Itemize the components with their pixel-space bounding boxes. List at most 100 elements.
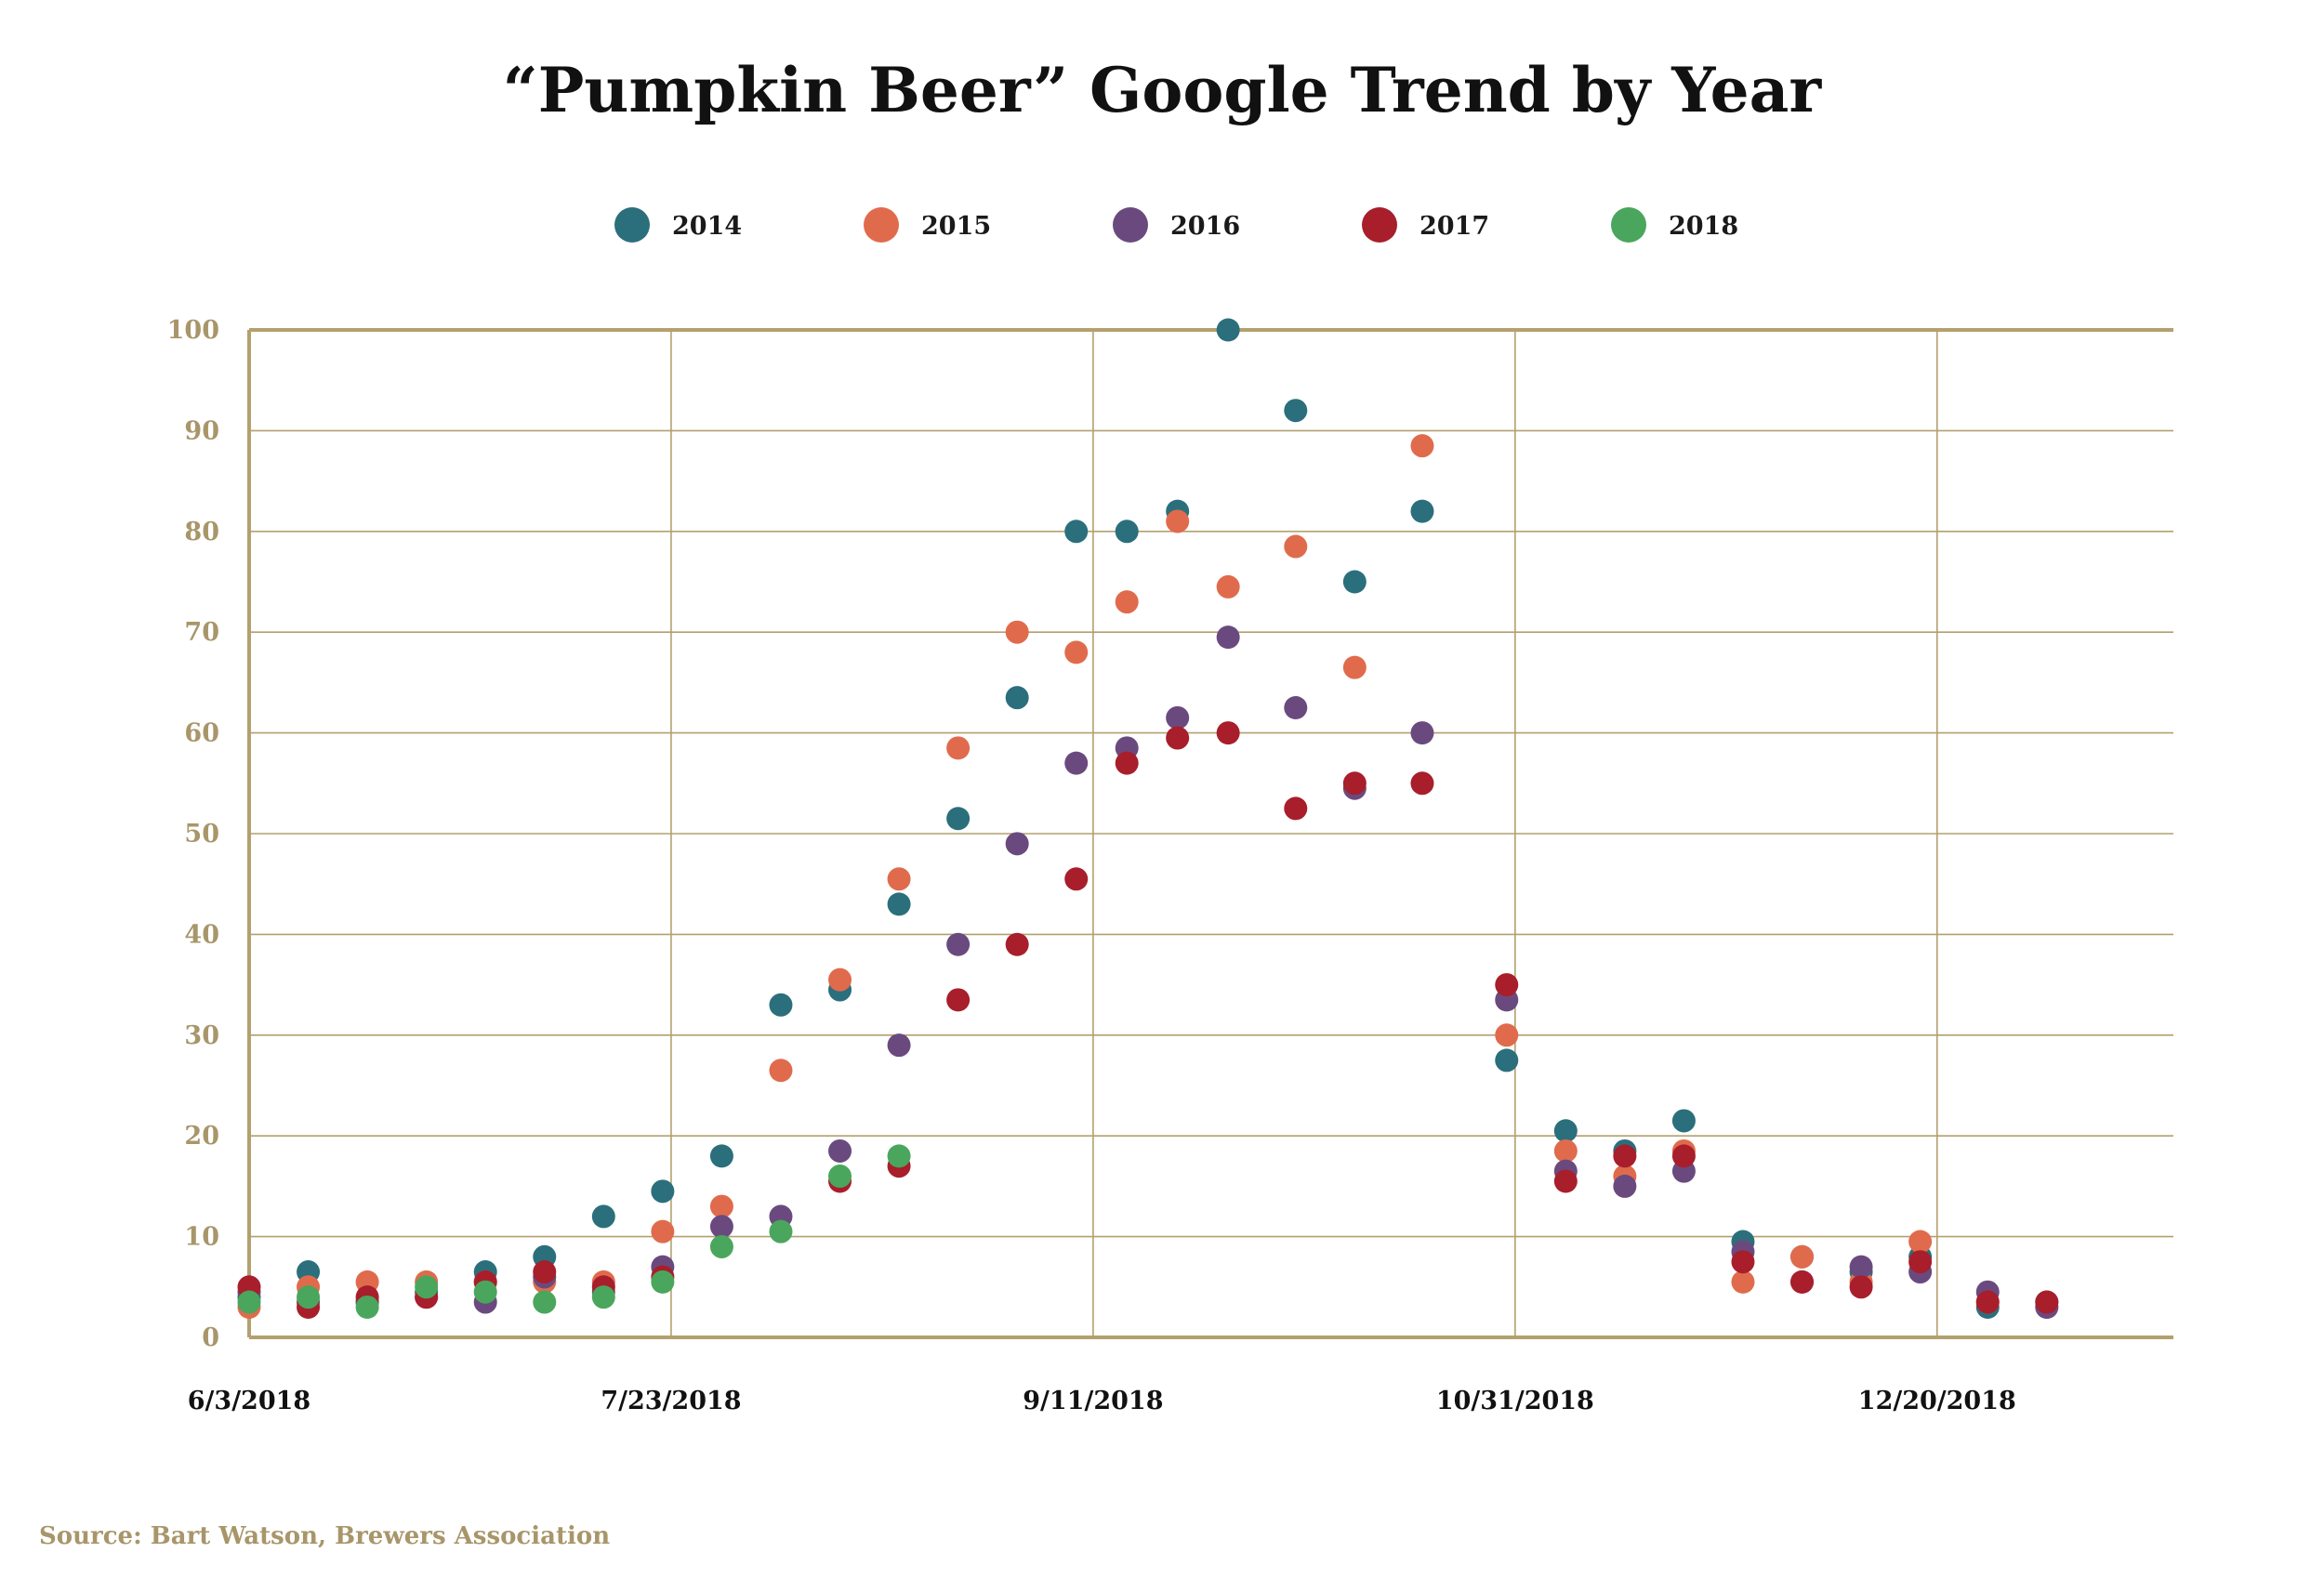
point-2015 <box>1790 1244 1815 1269</box>
point-2017 <box>946 988 971 1012</box>
point-2014 <box>1342 570 1367 594</box>
point-2016 <box>1216 625 1240 650</box>
legend-label-2017: 2017 <box>1419 212 1489 241</box>
point-2015 <box>1553 1138 1578 1163</box>
point-2017 <box>1671 1144 1696 1168</box>
y-tick-label: 40 <box>184 920 219 949</box>
grid <box>249 330 2173 1337</box>
point-2016 <box>1849 1255 1873 1279</box>
point-2017 <box>1005 932 1029 956</box>
point-2017 <box>1790 1270 1815 1294</box>
point-2018 <box>237 1290 261 1314</box>
point-2015 <box>651 1219 675 1243</box>
legend-swatch-2018 <box>1611 207 1646 243</box>
point-2014 <box>1671 1109 1696 1133</box>
legend-swatch-2017 <box>1362 207 1397 243</box>
y-tick-label: 100 <box>167 316 219 345</box>
point-2016 <box>1166 705 1190 730</box>
point-2015 <box>946 736 971 760</box>
y-tick-label: 10 <box>184 1223 219 1252</box>
x-tick-label: 10/31/2018 <box>1436 1387 1594 1415</box>
point-2017 <box>1216 721 1240 745</box>
point-2018 <box>297 1285 321 1309</box>
point-2014 <box>709 1144 733 1168</box>
point-2015 <box>1005 620 1029 644</box>
point-2016 <box>1613 1174 1637 1198</box>
point-2017 <box>1410 771 1434 796</box>
point-2014 <box>1064 520 1089 544</box>
y-tick-label: 30 <box>184 1021 219 1050</box>
point-2015 <box>1166 509 1190 533</box>
point-2016 <box>887 1033 911 1058</box>
point-2016 <box>709 1215 733 1239</box>
legend-label-2015: 2015 <box>921 212 991 241</box>
legend-swatch-2014 <box>614 207 650 243</box>
point-2017 <box>1553 1169 1578 1193</box>
point-2016 <box>1284 696 1308 719</box>
point-2016 <box>1064 751 1089 775</box>
y-tick-label: 20 <box>184 1122 219 1151</box>
point-2017 <box>1115 751 1139 775</box>
point-2017 <box>1731 1250 1755 1274</box>
point-2015 <box>1908 1230 1933 1254</box>
y-tick-label: 90 <box>184 416 219 445</box>
y-tick-label: 60 <box>184 719 219 748</box>
point-2018 <box>533 1290 557 1314</box>
point-2015 <box>828 967 852 992</box>
x-axis-ticks: 6/3/2018 7/23/2018 9/11/2018 10/31/2018 12/2… <box>188 1387 2016 1415</box>
point-2014 <box>1115 520 1139 544</box>
point-2018 <box>415 1275 439 1299</box>
point-2015 <box>709 1194 733 1218</box>
data-points <box>237 318 2059 1319</box>
point-2016 <box>828 1138 852 1163</box>
y-tick-label: 0 <box>202 1323 219 1352</box>
legend-swatch-2016 <box>1113 207 1148 243</box>
y-tick-label: 70 <box>184 618 219 647</box>
point-2015 <box>1342 655 1367 679</box>
legend-label-2018: 2018 <box>1669 212 1738 241</box>
point-2016 <box>946 932 971 956</box>
point-2015 <box>1284 534 1308 559</box>
chart-title: “Pumpkin Beer” Google Trend by Year <box>502 54 1822 126</box>
x-tick-label: 9/11/2018 <box>1023 1387 1163 1415</box>
legend-label-2016: 2016 <box>1170 212 1240 241</box>
point-2014 <box>651 1179 675 1204</box>
point-2018 <box>473 1280 497 1304</box>
y-axis-ticks: 0 10 20 30 40 50 60 70 80 90 100 <box>167 316 219 1352</box>
point-2014 <box>591 1204 615 1229</box>
point-2017 <box>1284 796 1308 821</box>
point-2018 <box>651 1270 675 1294</box>
point-2015 <box>1115 590 1139 614</box>
point-2014 <box>769 993 793 1017</box>
point-2015 <box>1410 434 1434 458</box>
point-2014 <box>1005 686 1029 710</box>
axes <box>247 328 2173 1339</box>
point-2014 <box>946 807 971 831</box>
point-2017 <box>1849 1275 1873 1299</box>
legend-label-2014: 2014 <box>672 212 742 241</box>
point-2015 <box>1495 1023 1519 1047</box>
point-2014 <box>1553 1119 1578 1143</box>
x-tick-label: 12/20/2018 <box>1858 1387 2016 1415</box>
point-2018 <box>769 1219 793 1243</box>
point-2017 <box>533 1260 557 1284</box>
x-tick-label: 7/23/2018 <box>601 1387 741 1415</box>
point-2017 <box>1613 1144 1637 1168</box>
point-2018 <box>591 1285 615 1309</box>
point-2017 <box>1166 726 1190 750</box>
point-2017 <box>2035 1290 2059 1314</box>
point-2015 <box>1731 1270 1755 1294</box>
point-2014 <box>1284 399 1308 423</box>
point-2018 <box>355 1295 379 1319</box>
point-2015 <box>887 867 911 891</box>
point-2018 <box>828 1165 852 1189</box>
legend-swatch-2015 <box>864 207 899 243</box>
point-2014 <box>1216 318 1240 342</box>
point-2018 <box>887 1144 911 1168</box>
point-2017 <box>1908 1250 1933 1274</box>
point-2015 <box>769 1059 793 1083</box>
point-2015 <box>1216 574 1240 599</box>
point-2014 <box>1410 499 1434 523</box>
legend: 2014 2015 2016 2017 2018 <box>614 207 1738 243</box>
